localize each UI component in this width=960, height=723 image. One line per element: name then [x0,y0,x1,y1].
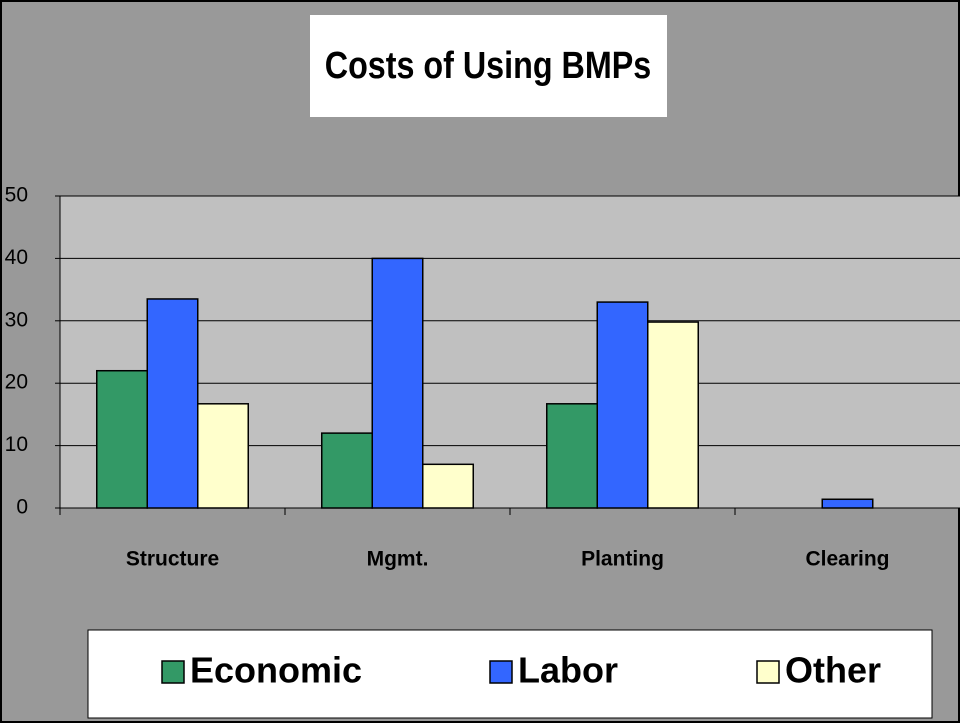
bar [596,301,649,509]
bar [422,463,474,509]
y-tick-label: 50 [5,184,28,207]
legend-swatch [756,660,780,684]
y-tick-label: 40 [5,246,28,269]
bar [546,403,598,509]
y-tick-label: 0 [16,496,28,519]
bar [96,369,148,509]
bar [647,321,699,509]
bar [321,432,373,509]
chart-title: Costs of Using BMPs [325,45,651,87]
title-box [310,15,667,117]
x-tick-label: Planting [581,548,664,571]
legend-label: Other [785,650,881,691]
legend-label: Labor [518,650,618,691]
x-tick-label: Mgmt. [367,548,429,571]
y-tick-label: 20 [5,371,28,394]
legend-label: Economic [190,650,362,691]
legend-swatch [161,660,185,684]
legend-swatch [489,660,513,684]
bar [821,498,874,509]
bar [371,257,424,509]
y-tick-label: 10 [5,433,28,456]
x-tick-label: Structure [126,548,219,571]
bar [197,403,249,509]
x-tick-label: Clearing [805,548,889,571]
y-tick-label: 30 [5,308,28,331]
bar [146,298,199,509]
